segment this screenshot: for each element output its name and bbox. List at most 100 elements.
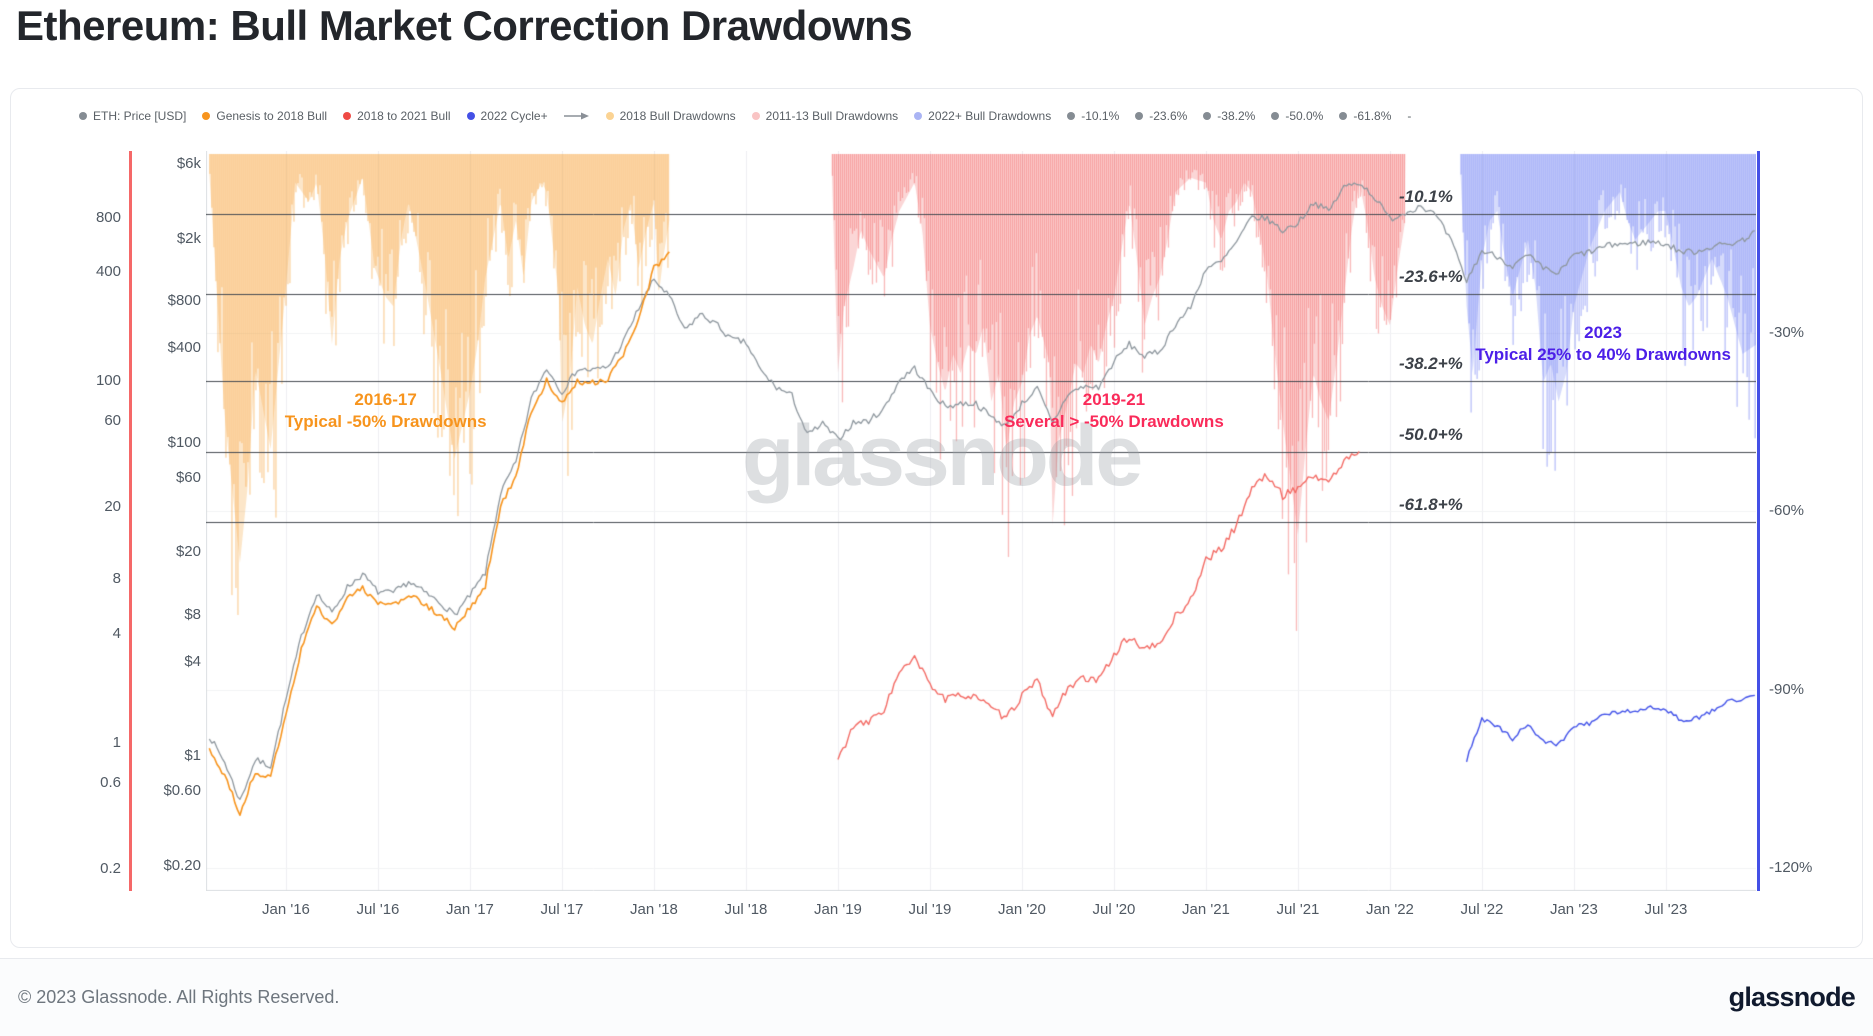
drawdown-level-label: -50.0+% <box>1399 424 1463 444</box>
x-axis-tick: Jul '18 <box>724 901 768 918</box>
legend-item[interactable]: -50.0% <box>1271 109 1323 123</box>
legend-label: -50.0% <box>1285 109 1324 123</box>
annotation-2019-21: 2019-21 Several > -50% Drawdowns <box>924 389 1304 433</box>
x-axis-tick: Jan '17 <box>446 901 494 918</box>
legend-item[interactable]: 2018 to 2021 Bull <box>343 109 451 123</box>
chart-card: ETH: Price [USD] Genesis to 2018 Bull 2018… <box>10 88 1863 948</box>
drawdown-level-label: -10.1% <box>1399 187 1453 207</box>
legend-dot-icon <box>1203 112 1212 120</box>
y-axis-price-tick: $6k <box>176 154 201 172</box>
legend-label: -61.8% <box>1353 109 1392 123</box>
drawdown-level-label: -61.8+% <box>1399 494 1463 514</box>
x-axis-tick: Jul '20 <box>1092 901 1136 918</box>
legend-dot-icon <box>605 112 614 120</box>
y-axis-drawdown-tick: -60% <box>1769 502 1805 519</box>
x-axis-tick: Jul '21 <box>1276 901 1320 918</box>
legend-label: -23.6% <box>1149 109 1188 123</box>
y-axis-index-tick: 0.6 <box>100 773 121 791</box>
right-axis-line <box>1757 151 1760 891</box>
drawdown-level-label: -38.2+% <box>1399 354 1463 374</box>
y-axis-price-tick: $2k <box>176 229 201 247</box>
glassnode-watermark: glassnode <box>741 408 1143 504</box>
y-axis-price-tick: $800 <box>167 292 201 310</box>
y-axis-index-tick: 1 <box>112 733 121 751</box>
annotation-line: 2019-21 <box>1082 389 1146 409</box>
legend-item[interactable]: 2011-13 Bull Drawdowns <box>751 109 899 123</box>
legend-item[interactable]: 2018 Bull Drawdowns <box>605 109 736 123</box>
legend-label: ETH: Price [USD] <box>93 109 187 123</box>
legend-item[interactable]: -61.8% <box>1339 109 1391 123</box>
x-axis-tick: Jul '23 <box>1644 901 1688 918</box>
legend-item[interactable] <box>563 111 590 121</box>
y-axis-price-tick: $8 <box>184 605 201 623</box>
legend-dot-icon <box>466 112 475 120</box>
legend-label: 2011-13 Bull Drawdowns <box>765 109 899 123</box>
legend-item[interactable]: 2022 Cycle+ <box>466 109 548 123</box>
left-axis-line <box>129 151 132 891</box>
x-axis-tick: Jan '16 <box>262 901 310 918</box>
legend-item[interactable]: - <box>1407 109 1411 123</box>
y-axis-drawdown-tick: -90% <box>1769 680 1805 698</box>
line-style-icon <box>563 111 590 121</box>
y-axis-index-tick: 20 <box>104 498 121 516</box>
x-axis-tick: Jan '18 <box>630 901 678 918</box>
y-axis-price-tick: $60 <box>175 468 201 486</box>
y-axis-price-tick: $100 <box>167 433 201 451</box>
copyright-text: © 2023 Glassnode. All Rights Reserved. <box>18 987 340 1007</box>
legend-item[interactable]: ETH: Price [USD] <box>79 109 186 123</box>
legend-item[interactable]: -10.1% <box>1067 109 1119 123</box>
y-axis-price-tick: $0.60 <box>163 782 201 800</box>
y-axis-price-tick: $20 <box>175 543 201 561</box>
x-axis-tick: Jul '17 <box>540 901 584 918</box>
legend-dot-icon <box>1067 112 1076 120</box>
y-axis-index-tick: 0.2 <box>100 859 121 877</box>
y-axis-price-tick: $1 <box>184 747 201 765</box>
footer-bar: © 2023 Glassnode. All Rights Reserved. g… <box>0 958 1873 1036</box>
legend-dot-icon <box>79 112 87 120</box>
x-axis-tick: Jan '19 <box>813 901 862 918</box>
y-axis-index-tick: 8 <box>112 570 121 588</box>
legend-dot-icon <box>343 112 352 120</box>
annotation-2023: 2023 Typical 25% to 40% Drawdowns <box>1413 322 1793 366</box>
legend-dot-icon <box>1339 112 1348 120</box>
y-axis-price-tick: $0.20 <box>163 856 201 874</box>
y-axis-price-tick: $4 <box>184 652 201 670</box>
annotation-line: Several > -50% Drawdowns <box>1004 411 1224 431</box>
legend-dot-icon <box>751 112 760 120</box>
legend-item[interactable]: 2022+ Bull Drawdowns <box>914 109 1051 123</box>
x-axis-tick: Jan '23 <box>1549 901 1598 918</box>
y-axis-index-tick: 4 <box>112 624 121 642</box>
legend-label: 2022 Cycle+ <box>480 109 548 123</box>
x-axis-tick: Jan '20 <box>997 901 1046 918</box>
chart-legend: ETH: Price [USD] Genesis to 2018 Bull 2018… <box>79 109 1411 123</box>
y-axis-drawdown-tick: -120% <box>1769 859 1813 876</box>
x-axis-tick: Jan '22 <box>1365 901 1414 918</box>
y-axis-index-tick: 60 <box>104 412 121 430</box>
legend-dot-icon <box>914 112 923 120</box>
annotation-2016-17: 2016-17 Typical -50% Drawdowns <box>196 389 576 433</box>
annotation-line: 2023 <box>1584 323 1622 343</box>
x-axis-tick: Jul '19 <box>908 901 952 918</box>
legend-item[interactable]: Genesis to 2018 Bull <box>202 109 327 123</box>
y-axis-drawdown-tick: -30% <box>1769 323 1805 341</box>
legend-item[interactable]: -23.6% <box>1135 109 1187 123</box>
annotation-line: 2016-17 <box>354 389 417 409</box>
x-axis-tick: Jul '22 <box>1460 901 1504 918</box>
price-drawdown-canvas[interactable] <box>206 151 1756 891</box>
legend-dot-icon <box>1271 112 1280 120</box>
legend-item[interactable]: -38.2% <box>1203 109 1255 123</box>
legend-label: -38.2% <box>1217 109 1256 123</box>
legend-label: 2022+ Bull Drawdowns <box>928 109 1052 123</box>
glassnode-logo: glassnode <box>1728 982 1856 1012</box>
y-axis-index-tick: 400 <box>95 263 121 281</box>
legend-label: - <box>1407 109 1412 123</box>
legend-dot-icon <box>1135 112 1144 120</box>
legend-label: 2018 to 2021 Bull <box>357 109 451 123</box>
x-axis-tick: Jan '21 <box>1181 901 1230 918</box>
y-axis-price-tick: $400 <box>167 339 201 357</box>
page-title: Ethereum: Bull Market Correction Drawdow… <box>16 2 913 49</box>
annotation-line: Typical -50% Drawdowns <box>284 411 487 431</box>
annotation-line: Typical 25% to 40% Drawdowns <box>1475 345 1731 365</box>
legend-dot-icon <box>202 112 211 120</box>
legend-label: -10.1% <box>1081 109 1120 123</box>
